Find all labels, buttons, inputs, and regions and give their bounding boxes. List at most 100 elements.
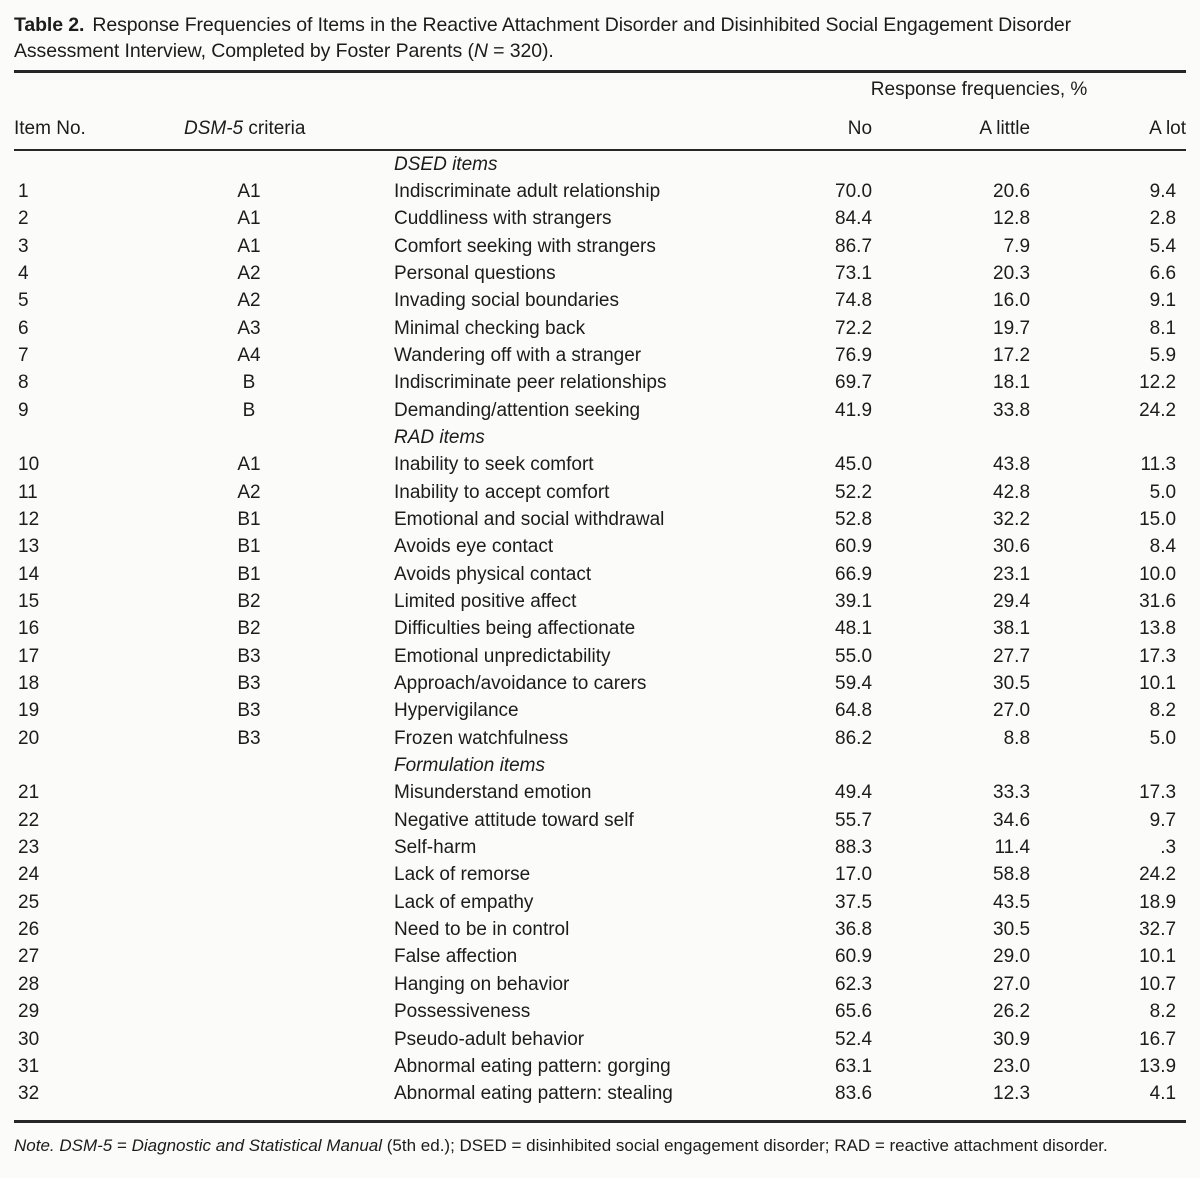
cell-item-no: 30: [18, 1028, 40, 1050]
cell-dsm5-criteria: [184, 1053, 314, 1080]
cell-item-label: Indiscriminate adult relationship: [394, 180, 661, 202]
cell-pct-no: 37.5: [835, 891, 873, 913]
cell-dsm5-criteria: A2: [237, 481, 261, 503]
cell-item-label: Frozen watchfulness: [394, 727, 569, 749]
item-row: 13 B1 Avoids eye contact 60.9 30.6 8.4: [14, 533, 1186, 560]
cell-item-label: Inability to accept comfort: [394, 481, 610, 503]
cell-pct-a-lot: 5.9: [1149, 344, 1177, 366]
item-row: 20 B3 Frozen watchfulness 86.2 8.8 5.0: [14, 725, 1186, 752]
item-row: 22 Negative attitude toward self 55.7 34…: [14, 807, 1186, 834]
cell-item-label: Lack of empathy: [394, 891, 534, 913]
section-header-row: Formulation items: [14, 752, 1186, 779]
spanner-header-row: Response frequencies, %: [14, 72, 1186, 112]
cell-dsm5-criteria: B: [242, 372, 256, 394]
cell-dsm5-criteria: [184, 807, 314, 834]
cell-item-label: False affection: [394, 946, 518, 968]
cell-pct-a-little: 12.3: [993, 1083, 1031, 1105]
table-caption: Table 2. Response Frequencies of Items in…: [14, 12, 1186, 64]
cell-pct-no: 52.8: [835, 508, 873, 530]
item-row: 23 Self-harm 88.3 11.4 .3: [14, 834, 1186, 861]
cell-dsm5-criteria: A2: [237, 262, 261, 284]
cell-dsm5-criteria: A4: [237, 344, 261, 366]
cell-item-no: 25: [18, 891, 40, 913]
cell-dsm5-criteria: B2: [237, 591, 261, 612]
cell-item-label: Abnormal eating pattern: gorging: [394, 1055, 671, 1077]
cell-pct-a-little: 16.0: [993, 290, 1031, 312]
cell-pct-a-lot: 11.3: [1140, 454, 1177, 476]
item-row: 6 A3 Minimal checking back 72.2 19.7 8.1: [14, 315, 1186, 342]
cell-pct-a-lot: 10.0: [1139, 563, 1177, 585]
cell-pct-a-little: 27.0: [993, 973, 1031, 995]
cell-pct-no: 52.4: [835, 1028, 873, 1050]
cell-pct-a-little: 30.9: [993, 1028, 1031, 1050]
cell-pct-a-lot: 10.1: [1139, 673, 1177, 695]
cell-item-no: 9: [18, 399, 29, 421]
cell-dsm5-criteria: A1: [237, 180, 261, 202]
item-row: 29 Possessiveness 65.6 26.2 8.2: [14, 998, 1186, 1025]
cell-item-no: 7: [18, 344, 29, 366]
cell-item-no: 28: [18, 973, 40, 995]
cell-item-no: 3: [18, 235, 29, 257]
cell-item-no: 13: [18, 536, 40, 558]
cell-item-label: Limited positive affect: [394, 591, 577, 612]
cell-item-no: 22: [18, 809, 40, 831]
cell-dsm5-criteria: [184, 834, 314, 861]
cell-item-no: 12: [18, 508, 40, 530]
cell-item-no: 10: [18, 454, 40, 476]
cell-item-no: 32: [18, 1083, 40, 1105]
cell-pct-no: 63.1: [835, 1055, 873, 1077]
cell-pct-a-lot: 10.1: [1139, 946, 1177, 968]
table-caption-line2-post: = 320).: [487, 40, 554, 62]
cell-item-label: Minimal checking back: [394, 317, 586, 339]
cell-dsm5-criteria: B2: [237, 618, 261, 640]
cell-item-label: Personal questions: [394, 262, 556, 284]
cell-pct-a-little: 43.8: [993, 454, 1031, 476]
cell-item-no: 4: [18, 262, 29, 284]
table-caption-n-symbol: N: [473, 40, 488, 62]
item-row: 18 B3 Approach/avoidance to carers 59.4 …: [14, 670, 1186, 697]
cell-pct-no: 73.1: [835, 262, 873, 284]
cell-pct-no: 41.9: [835, 399, 873, 421]
col-header-spacer: [314, 111, 783, 151]
cell-pct-a-little: 17.2: [993, 344, 1031, 366]
item-row: 26 Need to be in control 36.8 30.5 32.7: [14, 916, 1186, 943]
section-header: DSED items: [394, 153, 498, 175]
cell-pct-a-little: 29.4: [993, 591, 1031, 612]
cell-item-no: 2: [18, 208, 29, 230]
cell-pct-a-lot: 32.7: [1139, 919, 1177, 941]
cell-pct-no: 64.8: [835, 700, 873, 722]
cell-pct-no: 86.7: [835, 235, 873, 257]
cell-pct-a-little: 43.5: [993, 891, 1031, 913]
cell-dsm5-criteria: A1: [237, 454, 261, 476]
response-frequencies-table: Response frequencies, % Item No. DSM-5 c…: [14, 70, 1187, 1123]
item-row: 15 B2 Limited positive affect 39.1 29.4 …: [14, 588, 1186, 615]
cell-pct-a-lot: 16.7: [1139, 1028, 1177, 1050]
item-row: 14 B1 Avoids physical contact 66.9 23.1 …: [14, 561, 1186, 588]
cell-pct-a-lot: 9.7: [1149, 809, 1177, 831]
col-header-a-lot: A lot: [1030, 111, 1187, 151]
cell-pct-a-lot: 5.0: [1149, 481, 1177, 503]
cell-item-no: 1: [18, 180, 29, 202]
cell-item-label: Comfort seeking with strangers: [394, 235, 656, 257]
cell-pct-a-lot: 17.3: [1139, 782, 1177, 804]
table-caption-line1: Response Frequencies of Items in the Rea…: [92, 14, 1072, 36]
cell-dsm5-criteria: B3: [237, 727, 261, 749]
cell-pct-no: 88.3: [835, 837, 873, 859]
column-headers-row: Item No. DSM-5 criteria No A little A lo…: [14, 111, 1187, 151]
cell-pct-a-little: 30.5: [993, 919, 1031, 941]
cell-item-label: Emotional and social withdrawal: [394, 508, 665, 530]
cell-pct-a-little: 33.8: [993, 399, 1031, 421]
cell-pct-a-lot: 8.2: [1149, 700, 1177, 722]
cell-pct-no: 45.0: [835, 454, 873, 476]
cell-item-no: 29: [18, 1001, 40, 1023]
col-header-dsm5-italic: DSM-5: [184, 117, 244, 139]
cell-pct-a-lot: .3: [1160, 837, 1177, 859]
cell-dsm5-criteria: B1: [237, 536, 261, 558]
cell-pct-no: 36.8: [835, 919, 873, 941]
cell-dsm5-criteria: A2: [237, 290, 261, 312]
cell-pct-no: 72.2: [835, 317, 873, 339]
cell-item-no: 18: [18, 673, 40, 695]
cell-dsm5-criteria: B: [242, 399, 256, 421]
footnote-rest: (5th ed.); DSED = disinhibited social en…: [382, 1135, 1108, 1155]
cell-pct-a-little: 26.2: [993, 1001, 1031, 1023]
